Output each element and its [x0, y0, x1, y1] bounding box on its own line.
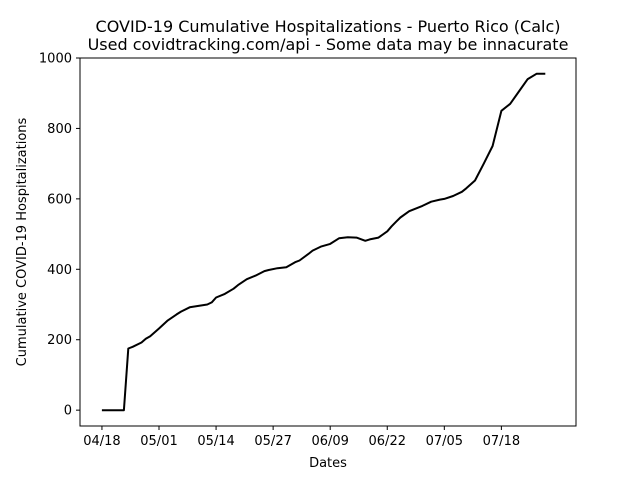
chart-subtitle: Used covidtracking.com/api - Some data m… [88, 35, 569, 54]
chart-title: COVID-19 Cumulative Hospitalizations - P… [96, 17, 561, 36]
y-axis-ticks: 0 200 400 600 800 1000 [39, 52, 80, 419]
x-tick-label: 04/18 [83, 434, 120, 449]
series-line [101, 72, 546, 412]
y-axis-label: Cumulative COVID-19 Hospitalizations [15, 117, 30, 366]
x-tick-label: 05/14 [197, 434, 234, 449]
x-tick-label: 06/22 [369, 434, 406, 449]
x-axis-ticks: 04/18 05/01 05/14 05/27 06/09 06/22 07/05 07/18 [83, 426, 520, 449]
x-tick-label: 07/05 [426, 434, 463, 449]
y-tick-label: 400 [47, 263, 72, 278]
plot-frame [79, 57, 577, 427]
x-tick-label: 06/09 [311, 434, 348, 449]
y-tick-label: 800 [47, 122, 72, 137]
y-tick-label: 200 [47, 333, 72, 348]
x-tick-label: 07/18 [483, 434, 520, 449]
x-axis-label: Dates [309, 456, 347, 471]
x-tick-label: 05/01 [140, 434, 177, 449]
y-tick-label: 0 [64, 404, 72, 419]
y-tick-label: 600 [47, 192, 72, 207]
x-tick-label: 05/27 [254, 434, 291, 449]
y-tick-label: 1000 [39, 52, 72, 67]
